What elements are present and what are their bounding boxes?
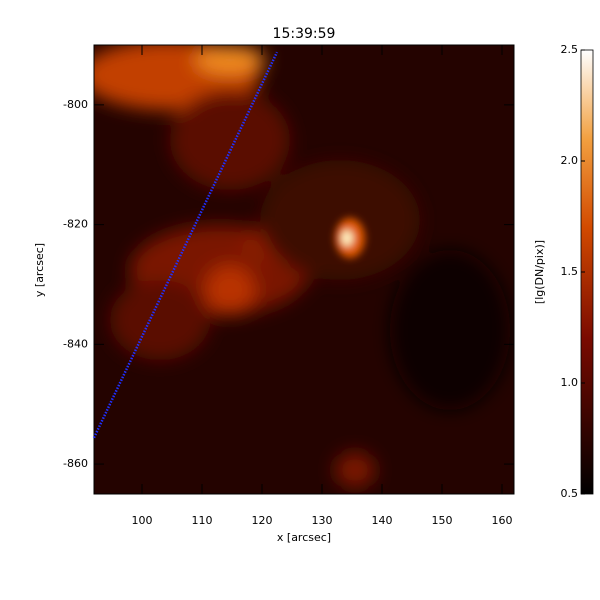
solar-image	[94, 45, 514, 494]
x-tick-label: 100	[132, 514, 153, 527]
colorbar-tick-label: 2.5	[561, 43, 579, 56]
x-tick-label: 140	[372, 514, 393, 527]
colorbar-tick-label: 0.5	[561, 487, 579, 500]
y-tick-label: -840	[63, 337, 88, 350]
chart-title: 15:39:59	[273, 26, 336, 42]
x-tick-label: 150	[432, 514, 453, 527]
slit	[92, 51, 279, 439]
y-axis-label: y [arcsec]	[33, 243, 46, 297]
colorbar-label: [lg(DN/pix)]	[533, 240, 546, 304]
y-tick-label: -800	[63, 98, 88, 111]
y-tick-label: -860	[63, 457, 88, 470]
x-tick-label: 130	[312, 514, 333, 527]
x-axis-label: x [arcsec]	[277, 531, 331, 544]
colorbar-tick-label: 1.0	[561, 376, 579, 389]
x-tick-label: 120	[252, 514, 273, 527]
x-tick-label: 110	[192, 514, 213, 527]
colorbar-tick-label: 2.0	[561, 154, 579, 167]
colorbar-tick-label: 1.5	[561, 265, 579, 278]
y-tick-label: -820	[63, 218, 88, 231]
x-tick-label: 160	[492, 514, 513, 527]
plot-frame	[93, 44, 515, 495]
